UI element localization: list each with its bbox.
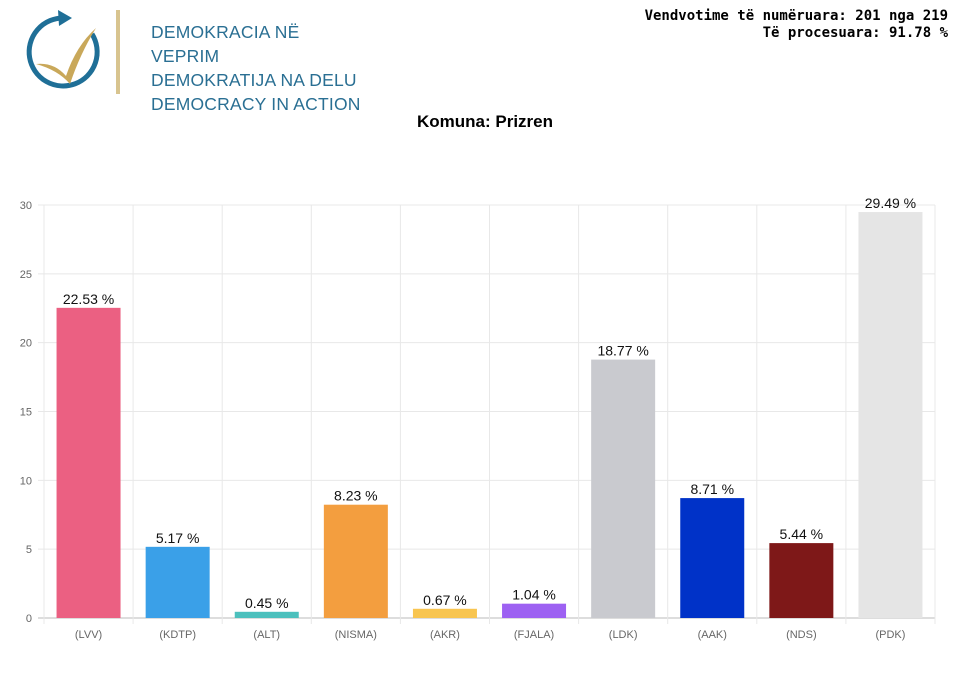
y-tick-label: 15 (20, 407, 32, 419)
y-tick-label: 20 (20, 338, 32, 350)
bar (412, 608, 477, 618)
bar (234, 611, 299, 618)
bar (591, 359, 656, 618)
x-tick-label: (ALT) (253, 629, 280, 641)
data-label: 5.44 % (780, 526, 824, 542)
x-tick-label: (FJALA) (514, 629, 554, 641)
y-tick-label: 25 (20, 269, 32, 281)
data-label: 0.45 % (245, 595, 289, 611)
data-label: 8.71 % (690, 481, 734, 497)
bar (680, 498, 745, 618)
data-label: 18.77 % (597, 343, 648, 359)
x-tick-label: (NISMA) (335, 629, 377, 641)
y-tick-label: 10 (20, 475, 32, 487)
data-label: 0.67 % (423, 592, 467, 608)
data-label: 1.04 % (512, 587, 556, 603)
chart-title: Komuna: Prizren (416, 112, 554, 131)
logo: DEMOKRACIA NË VEPRIM DEMOKRATIJA NA DELU… (14, 6, 364, 114)
x-tick-label: (PDK) (875, 629, 905, 641)
x-tick-label: (LDK) (609, 629, 638, 641)
logo-text: DEMOKRACIA NË VEPRIM DEMOKRATIJA NA DELU… (151, 20, 364, 116)
data-label: 5.17 % (156, 530, 200, 546)
logo-line: DEMOCRACY IN ACTION (151, 94, 361, 114)
processed-percent: Të procesuara: 91.78 % (762, 25, 948, 41)
y-tick-label: 30 (20, 200, 32, 212)
bar (502, 603, 567, 618)
x-tick-label: (AAK) (698, 629, 727, 641)
bar (858, 212, 923, 618)
bar (56, 307, 121, 618)
x-tick-label: (KDTP) (159, 629, 196, 641)
y-tick-label: 5 (26, 544, 32, 556)
data-label: 8.23 % (334, 488, 378, 504)
data-label: 29.49 % (865, 195, 916, 211)
x-tick-label: (NDS) (786, 629, 817, 641)
x-tick-label: (LVV) (75, 629, 102, 641)
stats: Vendvotime të numëruara: 201 nga 219 Të … (645, 8, 948, 42)
logo-line: DEMOKRATIJA NA DELU (151, 70, 357, 90)
x-tick-label: (AKR) (430, 629, 460, 641)
logo-line: DEMOKRACIA NË VEPRIM (151, 22, 300, 66)
bar (323, 504, 388, 618)
y-tick-label: 0 (26, 613, 32, 625)
logo-icon (26, 10, 120, 94)
bar (145, 546, 210, 618)
data-label: 22.53 % (63, 291, 114, 307)
bar (769, 543, 834, 618)
counted-stations: Vendvotime të numëruara: 201 nga 219 (644, 8, 948, 24)
